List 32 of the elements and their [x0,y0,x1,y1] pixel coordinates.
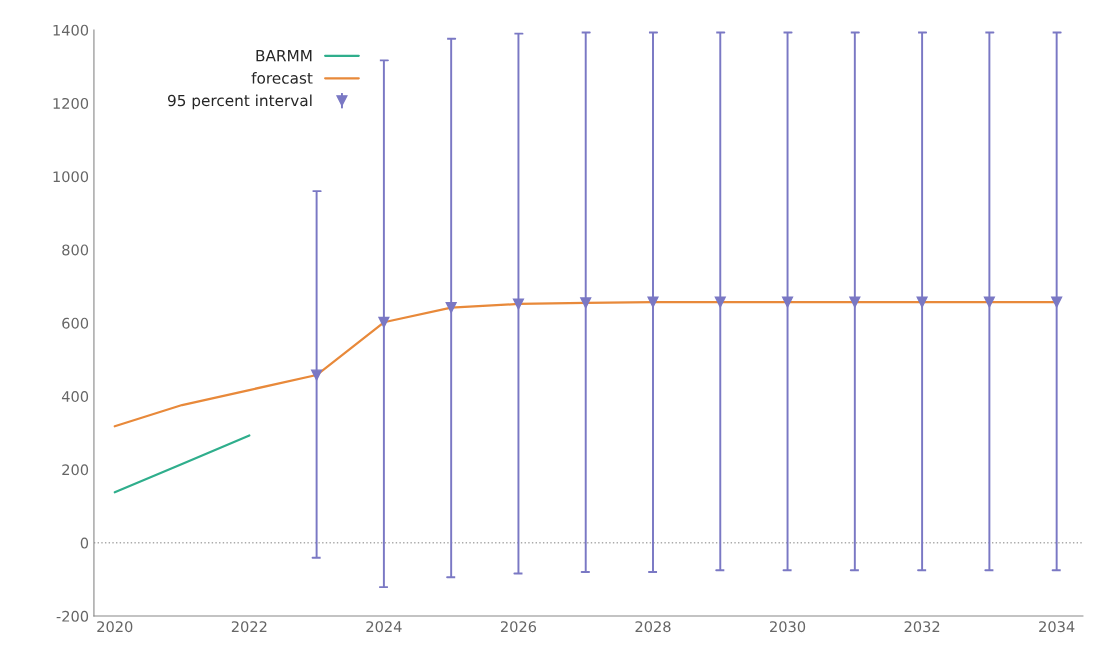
point [781,296,794,308]
point [849,296,861,308]
x-tick-label: 2020 [97,621,133,633]
x-tick-label: 2032 [904,621,940,633]
point [647,296,659,308]
legend-label: BARMM [256,50,312,62]
y-tick-label: 400 [61,390,89,403]
x-tick-label: 2026 [500,621,537,633]
y-tick-label: 1000 [53,171,89,183]
x-tick-label: 2030 [770,621,806,633]
y-tick-label: 1400 [53,24,89,36]
x-tick-label: 2024 [366,621,402,633]
x-tick-label: 2034 [1039,621,1075,633]
point [311,369,323,381]
y-tick-label: 0 [80,537,89,549]
point [714,296,726,308]
point [1051,296,1063,308]
point [916,296,928,308]
x-tick-label: 2028 [635,621,671,633]
legend-label: forecast [251,72,313,84]
y-tick-label: 200 [62,464,89,476]
point [378,316,390,328]
y-tick-label: 800 [62,244,89,256]
point [512,298,525,310]
y-tick-label: 600 [62,317,89,329]
point [983,296,995,308]
point [445,302,457,314]
point [580,297,592,309]
legend-label: 95 percent interval [167,94,312,110]
y-tick-label: 1200 [53,97,89,109]
x-tick-label: 2022 [231,621,267,633]
y-tick-label: -200 [56,610,89,622]
